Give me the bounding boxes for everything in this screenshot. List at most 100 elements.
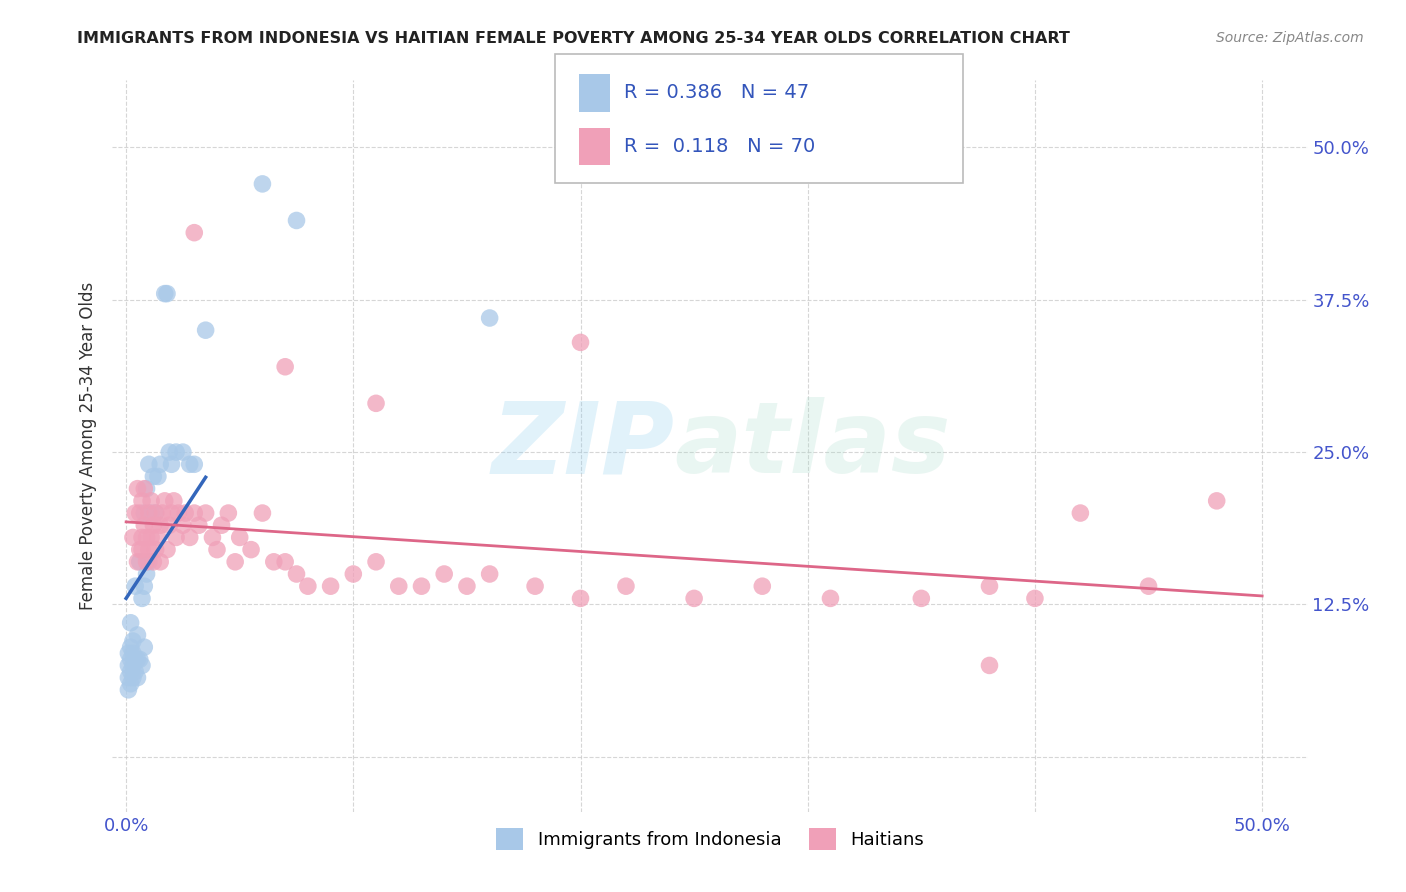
Point	[433, 567, 456, 582]
Point	[117, 658, 139, 673]
Point	[683, 591, 706, 606]
Point	[138, 542, 160, 557]
Point	[149, 555, 172, 569]
Point	[194, 323, 217, 337]
Point	[1069, 506, 1091, 520]
Point	[138, 458, 160, 472]
Point	[122, 671, 145, 685]
Point	[122, 646, 145, 660]
Point	[211, 518, 233, 533]
Point	[120, 652, 142, 666]
Point	[1205, 494, 1227, 508]
Point	[297, 579, 319, 593]
Point	[1137, 579, 1160, 593]
Point	[274, 555, 297, 569]
Point	[153, 494, 176, 508]
Point	[524, 579, 547, 593]
Point	[364, 396, 387, 410]
Point	[122, 658, 145, 673]
Point	[820, 591, 842, 606]
Point	[910, 591, 932, 606]
Point	[157, 445, 180, 459]
Point	[614, 579, 637, 593]
Point	[124, 652, 146, 666]
Point	[131, 494, 153, 508]
Point	[134, 482, 156, 496]
Point	[127, 652, 149, 666]
Point	[342, 567, 364, 582]
Point	[152, 506, 174, 520]
Point	[194, 506, 217, 520]
Point	[145, 542, 167, 557]
Text: Source: ZipAtlas.com: Source: ZipAtlas.com	[1216, 31, 1364, 45]
Point	[478, 567, 501, 582]
Point	[142, 518, 165, 533]
Point	[138, 555, 160, 569]
Point	[127, 628, 149, 642]
Point	[122, 634, 145, 648]
Point	[142, 469, 165, 483]
Point	[411, 579, 433, 593]
Point	[240, 542, 263, 557]
Point	[205, 542, 228, 557]
Point	[165, 530, 187, 544]
Point	[134, 506, 156, 520]
Point	[117, 682, 139, 697]
Point	[120, 615, 142, 630]
Point	[138, 506, 160, 520]
Point	[139, 494, 162, 508]
Point	[131, 542, 153, 557]
Point	[135, 482, 157, 496]
Point	[979, 658, 1001, 673]
Point	[201, 530, 224, 544]
Point	[120, 676, 142, 690]
Point	[285, 213, 308, 227]
Point	[569, 591, 592, 606]
Point	[252, 177, 274, 191]
Point	[172, 518, 194, 533]
Point	[139, 506, 162, 520]
Point	[124, 665, 146, 679]
Point	[187, 518, 209, 533]
Point	[388, 579, 411, 593]
Point	[274, 359, 297, 374]
Point	[127, 671, 149, 685]
Point	[364, 555, 387, 569]
Text: R = 0.386   N = 47: R = 0.386 N = 47	[624, 83, 810, 103]
Point	[456, 579, 478, 593]
Point	[122, 530, 145, 544]
Point	[131, 591, 153, 606]
Point	[569, 335, 592, 350]
Point	[142, 555, 165, 569]
Point	[252, 506, 274, 520]
Point	[172, 445, 194, 459]
Point	[163, 494, 186, 508]
Point	[153, 286, 176, 301]
Point	[179, 530, 201, 544]
Point	[139, 530, 162, 544]
Point	[165, 445, 187, 459]
Legend: Immigrants from Indonesia, Haitians: Immigrants from Indonesia, Haitians	[489, 821, 931, 857]
Point	[160, 458, 183, 472]
Point	[149, 458, 172, 472]
Point	[134, 579, 156, 593]
Point	[157, 518, 180, 533]
Point	[183, 226, 205, 240]
Y-axis label: Female Poverty Among 25-34 Year Olds: Female Poverty Among 25-34 Year Olds	[79, 282, 97, 610]
Point	[135, 555, 157, 569]
Point	[134, 640, 156, 655]
Point	[228, 530, 250, 544]
Point	[979, 579, 1001, 593]
Point	[120, 640, 142, 655]
Point	[131, 658, 153, 673]
Point	[117, 646, 139, 660]
Point	[1024, 591, 1046, 606]
Point	[183, 506, 205, 520]
Point	[131, 530, 153, 544]
Point	[478, 311, 501, 326]
Point	[285, 567, 308, 582]
Text: atlas: atlas	[675, 398, 950, 494]
Point	[160, 506, 183, 520]
Text: R =  0.118   N = 70: R = 0.118 N = 70	[624, 136, 815, 156]
Point	[127, 555, 149, 569]
